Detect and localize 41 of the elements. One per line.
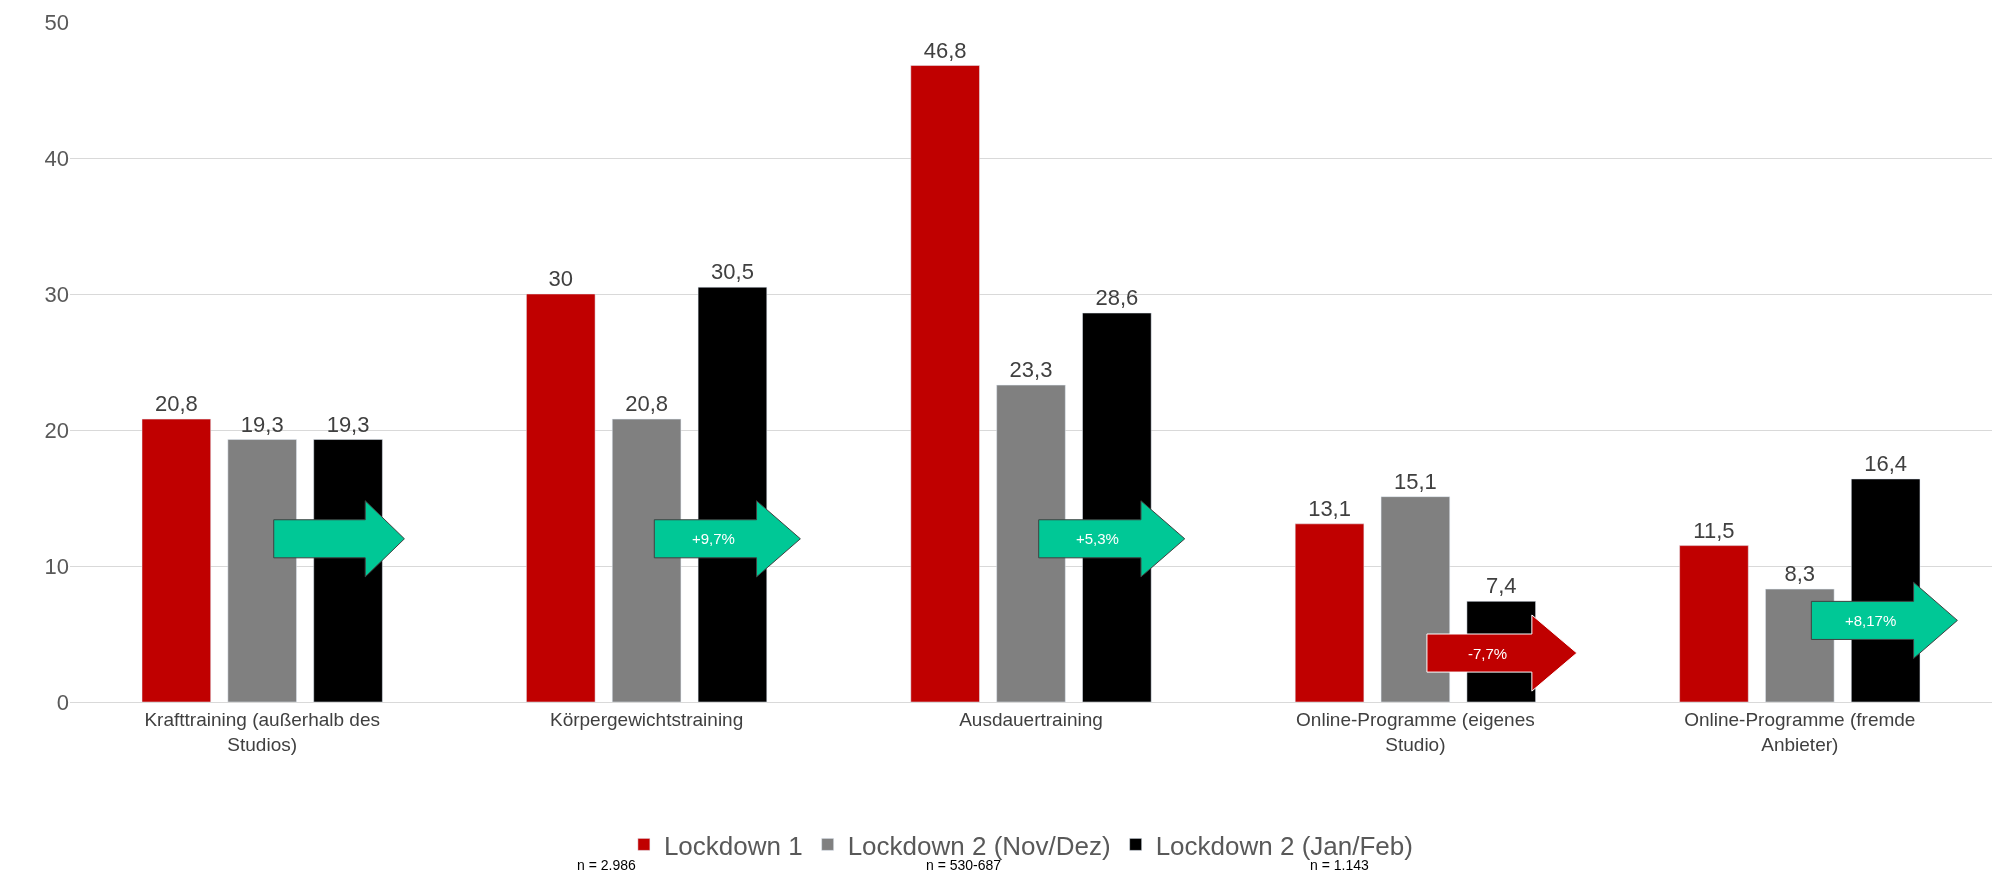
bar — [141, 418, 211, 702]
text: n = 2.986 — [577, 857, 636, 873]
y-tick-label: 30 — [44, 281, 69, 307]
x-tick-label: Ausdauertraining — [959, 708, 1103, 730]
data-label: 20,8 — [154, 391, 198, 417]
data-label: 16,4 — [1864, 450, 1908, 476]
bar — [1294, 523, 1365, 702]
data-label: 19,3 — [240, 411, 284, 437]
data-label: 7,4 — [1485, 573, 1517, 599]
y-tick-label: 20 — [44, 417, 69, 443]
bar — [526, 293, 596, 702]
annotation: +5,3% — [1076, 530, 1119, 547]
x-tick-label: Online-Programme (eigenes Studio) — [1296, 708, 1535, 755]
x-tick-label: Online-Programme (fremde Anbieter) — [1684, 708, 1916, 755]
bar — [612, 418, 682, 702]
bar — [996, 384, 1066, 702]
x-tick-label: Körpergewichtstraining — [549, 708, 744, 730]
annotation: -7,7% — [1468, 645, 1508, 662]
bar — [1380, 496, 1450, 702]
annotation: +9,7% — [692, 530, 735, 547]
bar — [1679, 545, 1749, 702]
data-label: 28,6 — [1095, 285, 1139, 311]
data-label: 30,5 — [711, 259, 754, 285]
data-label: 23,3 — [1009, 357, 1053, 383]
y-tick-label: 0 — [56, 689, 69, 715]
data-label: 19,3 — [326, 411, 370, 437]
x-tick-label: Krafttraining (außerhalb des Studios) — [144, 708, 380, 755]
y-tick-label: 40 — [44, 145, 69, 171]
data-label: 15,1 — [1393, 468, 1437, 494]
y-tick-label: 50 — [44, 9, 69, 35]
data-label: 46,8 — [923, 37, 967, 63]
annotation: +8,17% — [1845, 612, 1897, 629]
data-label: 11,5 — [1693, 517, 1735, 543]
bar — [910, 65, 980, 702]
data-label: 13,1 — [1308, 495, 1351, 521]
data-label: 20,8 — [625, 391, 669, 417]
data-label: 30 — [548, 266, 573, 291]
data-label: 8,3 — [1784, 561, 1816, 587]
legend-label: Lockdown 1 — [663, 830, 803, 861]
y-tick-label: 10 — [44, 553, 69, 579]
bar — [227, 439, 297, 702]
